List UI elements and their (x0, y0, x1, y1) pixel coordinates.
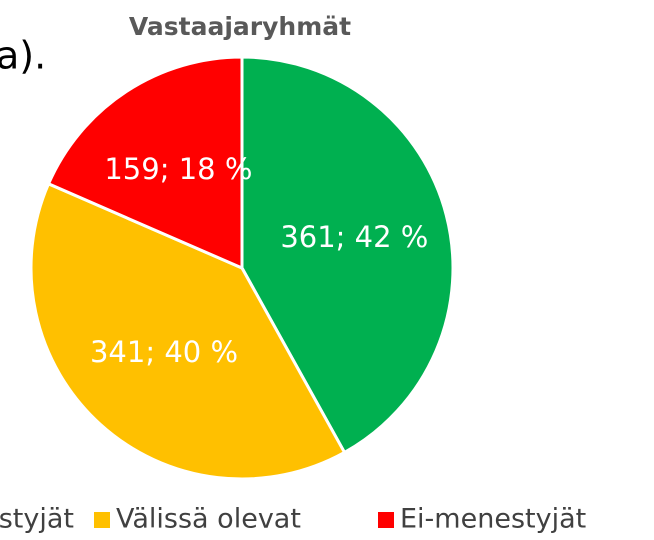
chart-title: Vastaajaryhmät (129, 12, 351, 41)
data-label: 341; 40 % (90, 335, 238, 369)
legend-label: Menestyjät (0, 504, 74, 535)
legend-label: Ei-menestyjät (400, 504, 586, 535)
pie-slice (29, 181, 347, 481)
pie-slice (240, 55, 455, 455)
data-label: 159; 18 % (104, 152, 252, 186)
legend-label: Välissä olevat (116, 504, 301, 535)
annotation: a). (0, 34, 46, 78)
legend-swatch (378, 512, 394, 528)
legend-swatch (94, 512, 110, 528)
data-label: 361; 42 % (280, 220, 428, 254)
pie-slice (46, 55, 244, 271)
